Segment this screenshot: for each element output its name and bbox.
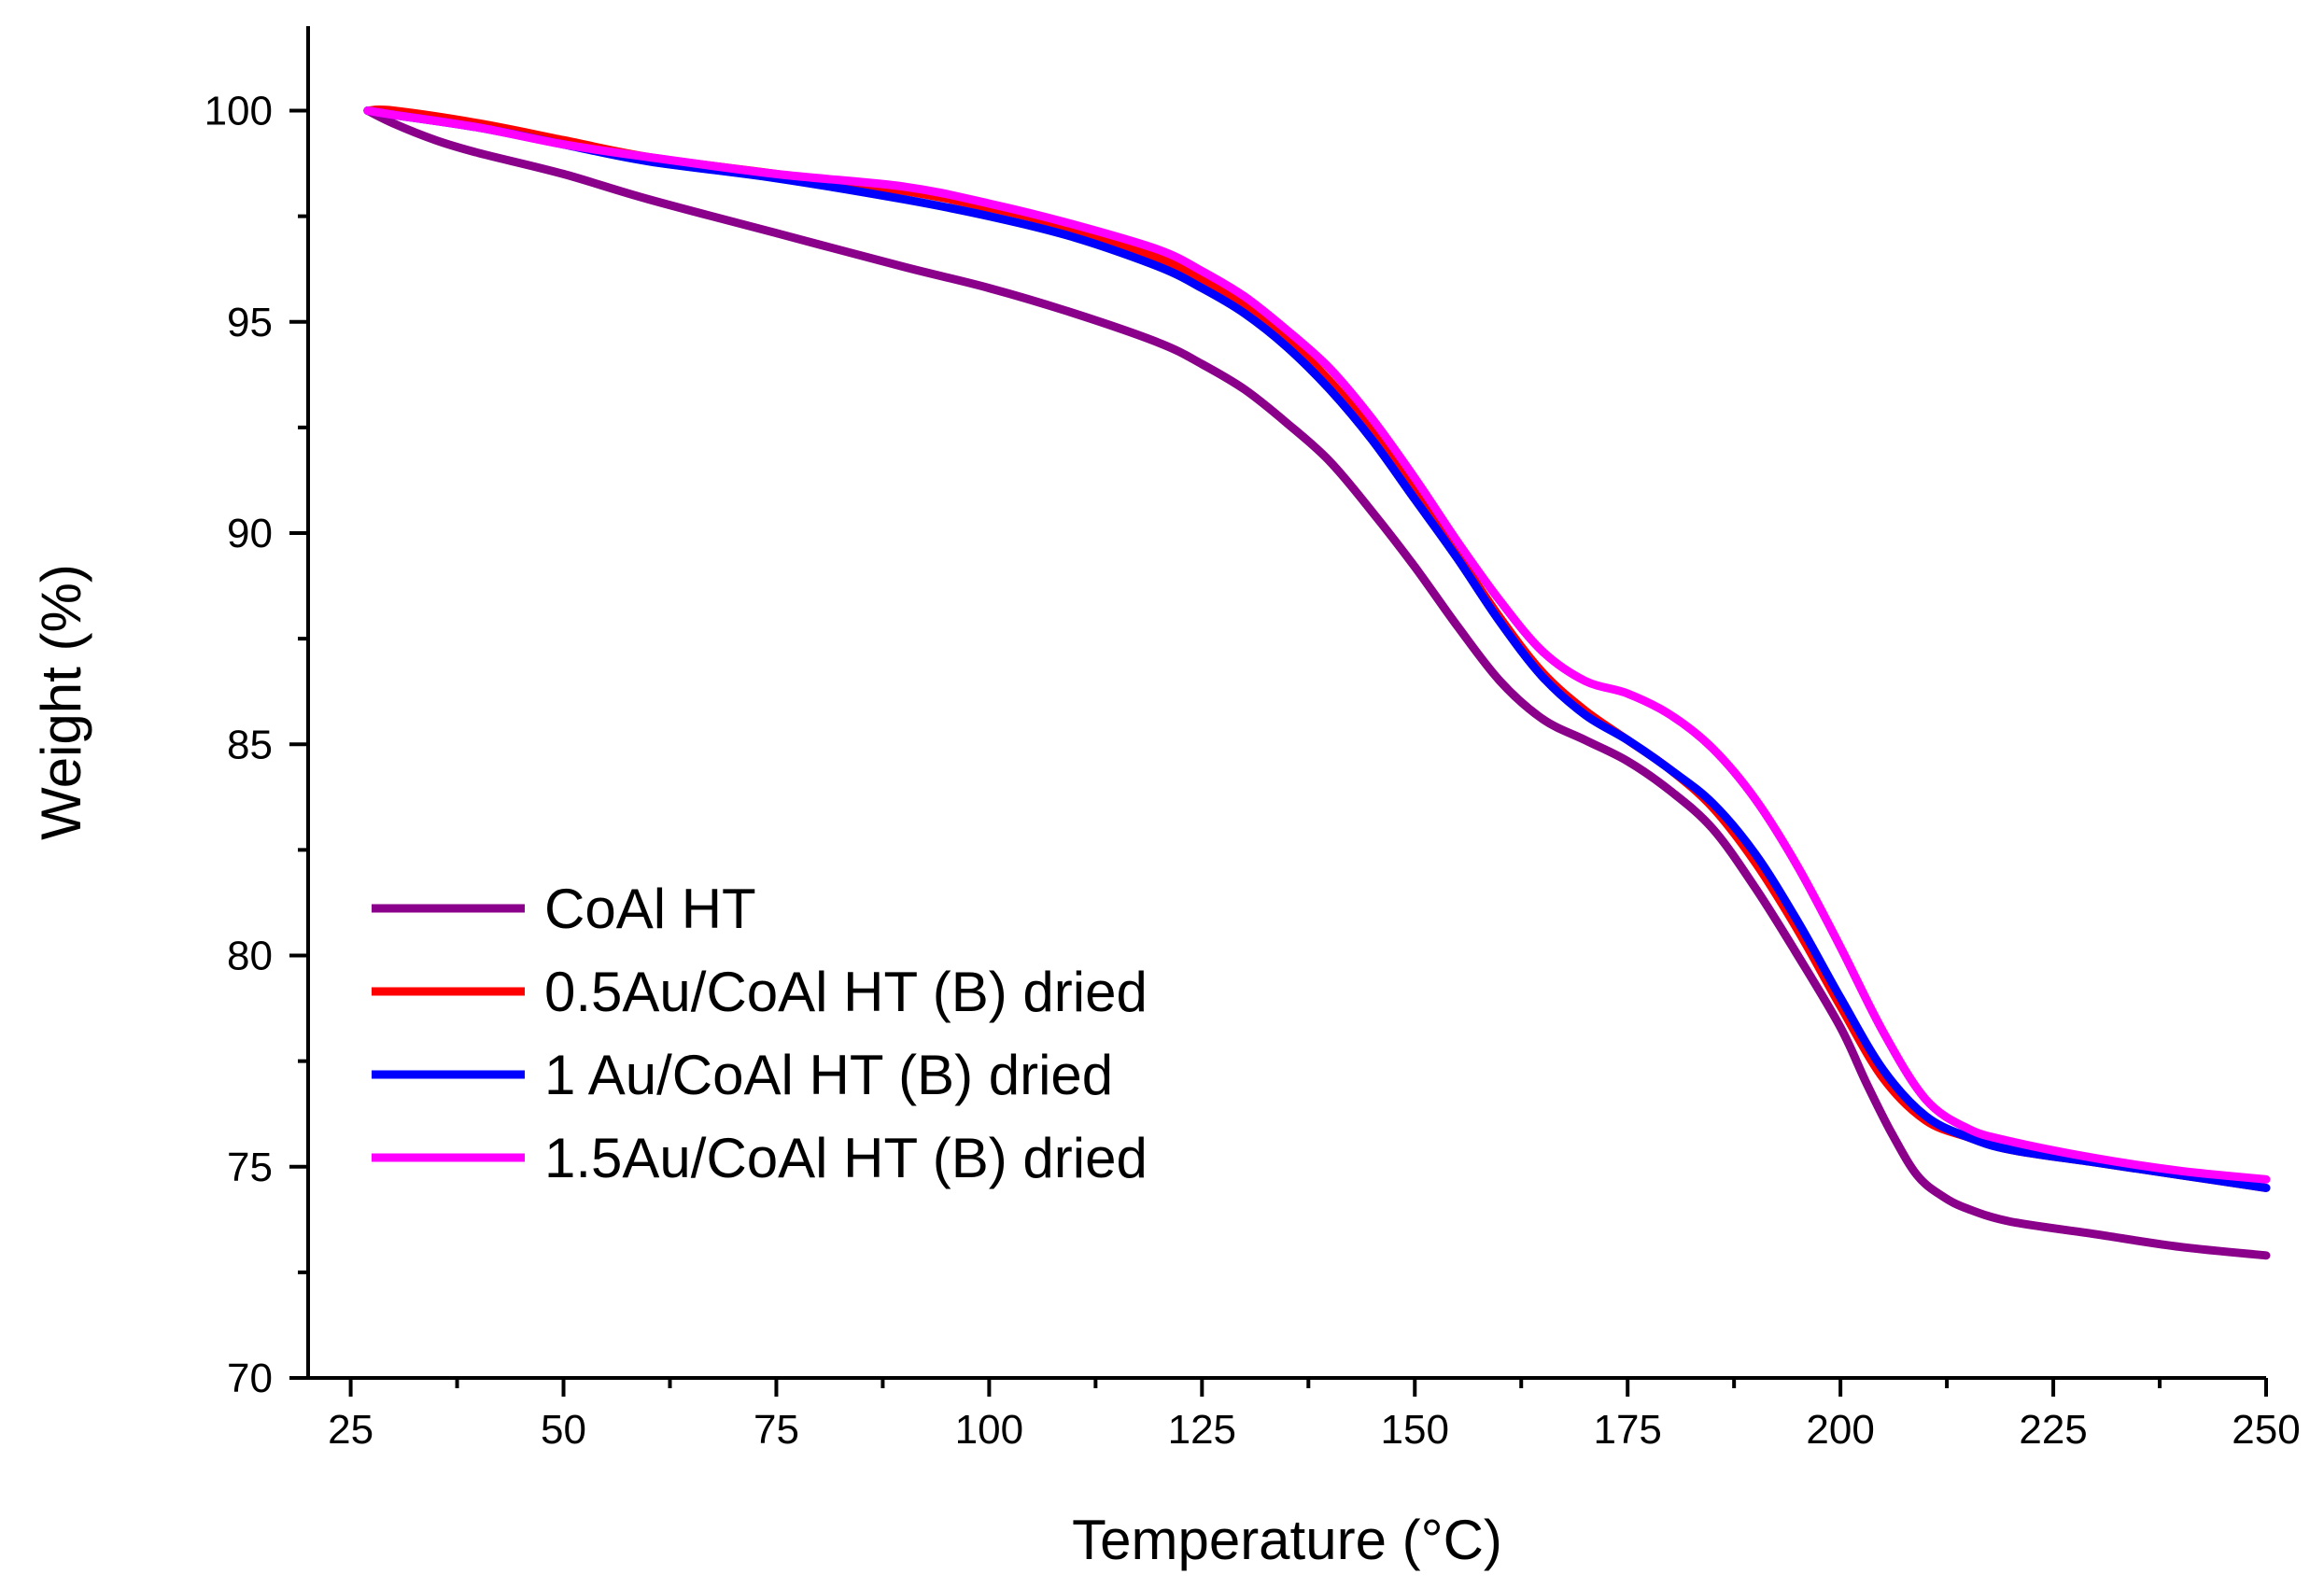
x-tick-label: 175 xyxy=(1593,1407,1661,1453)
y-tick-label: 95 xyxy=(227,300,273,345)
x-tick-label: 150 xyxy=(1381,1407,1449,1453)
legend: CoAl HT 0.5Au/CoAl HT (B) dried 1 Au/CoAl … xyxy=(372,878,1148,1189)
series-line-4 xyxy=(363,106,2271,1184)
legend-label: 1.5Au/CoAl HT (B) dried xyxy=(544,1127,1148,1189)
axes xyxy=(306,26,2266,1380)
legend-label: 0.5Au/CoAl HT (B) dried xyxy=(544,961,1148,1023)
x-tick-label: 75 xyxy=(754,1407,799,1453)
x-tick-label: 125 xyxy=(1168,1407,1236,1453)
series-line-1 xyxy=(363,106,2271,1260)
series-line-2 xyxy=(363,105,2271,1192)
series-layer xyxy=(363,105,2271,1260)
y-tick-label: 100 xyxy=(204,89,273,134)
x-tick-label: 225 xyxy=(2019,1407,2087,1453)
y-tick-label: 85 xyxy=(227,722,273,767)
y-tick-label: 70 xyxy=(227,1356,273,1401)
y-axis-title: Weight (%) xyxy=(30,564,92,840)
legend-label: 1 Au/CoAl HT (B) dried xyxy=(544,1044,1113,1106)
y-tick-label: 80 xyxy=(227,934,273,979)
y-tick-label: 75 xyxy=(227,1145,273,1190)
series-line-3 xyxy=(363,106,2271,1192)
y-axis-ticks: 70 75 80 85 90 95 100 xyxy=(204,89,308,1401)
x-tick-label: 50 xyxy=(541,1407,586,1453)
x-tick-label: 250 xyxy=(2232,1407,2300,1453)
x-axis-ticks: 25 50 75 100 125 150 175 200 225 250 xyxy=(328,1378,2301,1453)
y-tick-label: 90 xyxy=(227,511,273,556)
x-tick-label: 25 xyxy=(328,1407,373,1453)
legend-label: CoAl HT xyxy=(544,878,756,940)
x-axis-title: Temperature (°C) xyxy=(1072,1509,1502,1571)
x-tick-label: 200 xyxy=(1806,1407,1874,1453)
x-tick-label: 100 xyxy=(955,1407,1023,1453)
